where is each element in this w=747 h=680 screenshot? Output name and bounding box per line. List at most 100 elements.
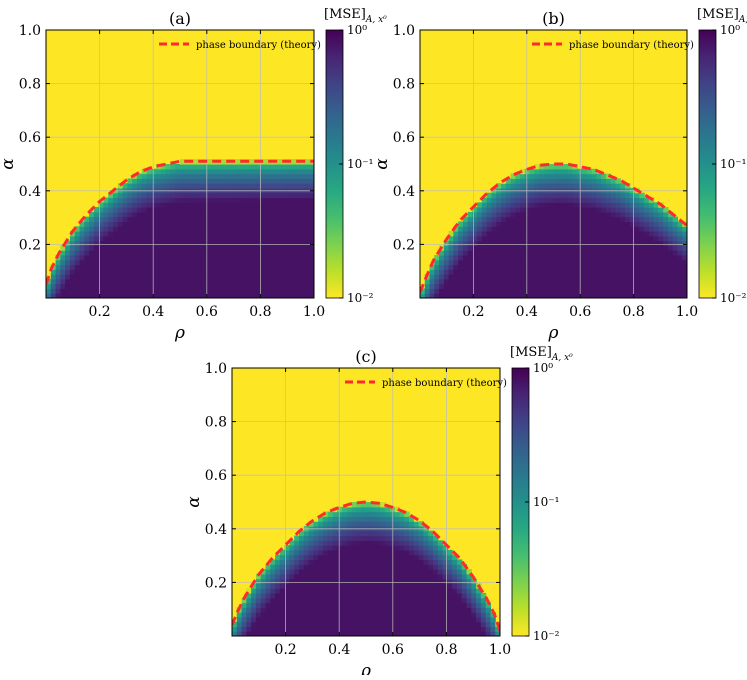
- heatmap-cell: [146, 173, 152, 179]
- heatmap-cell: [501, 245, 507, 251]
- heatmap-cell: [285, 264, 291, 270]
- heatmap-cell: [596, 269, 602, 275]
- heatmap-cell: [663, 259, 669, 266]
- heatmap-cell: [476, 631, 482, 636]
- heatmap-cell: [113, 202, 119, 208]
- heatmap-cell: [180, 250, 186, 256]
- heatmap-cell: [180, 226, 186, 232]
- heatmap-cell: [572, 178, 578, 184]
- heatmap-cell: [582, 173, 588, 179]
- heatmap-cell: [639, 192, 645, 199]
- heatmap-cell: [180, 178, 186, 184]
- heatmap-cell: [342, 626, 348, 632]
- heatmap-cell: [322, 530, 329, 537]
- heatmap-cell: [299, 573, 305, 580]
- heatmap-cell: [620, 202, 626, 208]
- heatmap-cell: [280, 173, 286, 179]
- heatmap-cell: [103, 259, 109, 266]
- heatmap-cell: [117, 283, 124, 290]
- heatmap-cell: [520, 178, 526, 184]
- heatmap-cell: [672, 264, 679, 270]
- heatmap-cell: [510, 197, 516, 203]
- heatmap-cell: [60, 274, 66, 280]
- heatmap-cell: [501, 207, 507, 213]
- legend: phase boundary (theory): [532, 40, 694, 51]
- heatmap-cell: [480, 616, 487, 623]
- heatmap-cell: [89, 226, 95, 232]
- heatmap-cell: [280, 221, 286, 227]
- heatmap-cell: [65, 274, 71, 280]
- heatmap-cell: [625, 197, 631, 203]
- heatmap-cell: [208, 221, 215, 227]
- heatmap-cell: [658, 269, 664, 275]
- heatmap-cell: [663, 216, 669, 223]
- heatmap-cell: [136, 202, 143, 208]
- heatmap-cell: [290, 173, 296, 179]
- heatmap-cell: [356, 535, 362, 541]
- heatmap-cell: [394, 516, 401, 522]
- heatmap-cell: [404, 530, 410, 537]
- heatmap-cell: [136, 211, 143, 218]
- heatmap-cell: [428, 597, 434, 604]
- heatmap-cell: [89, 283, 95, 290]
- heatmap-cell: [170, 202, 176, 208]
- heatmap-cell: [175, 288, 181, 294]
- heatmap-cell: [260, 621, 267, 628]
- heatmap-cell: [667, 283, 674, 290]
- heatmap-cell: [284, 626, 291, 632]
- heatmap-cell: [404, 621, 410, 628]
- heatmap-cell: [510, 207, 516, 213]
- heatmap-cell: [303, 559, 310, 565]
- heatmap-cell: [485, 612, 492, 618]
- heatmap-cell: [596, 293, 602, 298]
- heatmap-cell: [165, 278, 172, 285]
- heatmap-cell: [375, 602, 381, 608]
- heatmap-cell: [543, 207, 550, 213]
- heatmap-cell: [213, 226, 219, 232]
- heatmap-cell: [672, 240, 679, 246]
- heatmap-cell: [242, 202, 248, 208]
- heatmap-cell: [586, 183, 593, 189]
- heatmap-cell: [399, 511, 405, 517]
- heatmap-cell: [567, 207, 574, 213]
- heatmap-cell: [399, 621, 405, 628]
- heatmap-cell: [385, 583, 391, 589]
- heatmap-cell: [117, 202, 124, 208]
- heatmap-cell: [366, 573, 372, 580]
- heatmap-cell: [322, 569, 329, 575]
- heatmap-cell: [644, 283, 650, 290]
- heatmap-cell: [524, 226, 531, 232]
- heatmap-cell: [342, 530, 348, 537]
- heatmap-cell: [461, 626, 468, 632]
- heatmap-cell: [251, 211, 258, 218]
- heatmap-cell: [418, 554, 425, 561]
- heatmap-cell: [553, 245, 559, 251]
- heatmap-cell: [227, 274, 234, 280]
- heatmap-cell: [634, 211, 640, 218]
- heatmap-cell: [648, 216, 655, 223]
- heatmap-cell: [548, 274, 555, 280]
- heatmap-cell: [539, 254, 545, 261]
- heatmap-cell: [127, 216, 133, 223]
- heatmap-cell: [180, 293, 186, 298]
- heatmap-cell: [223, 202, 229, 208]
- heatmap-cell: [98, 231, 105, 237]
- heatmap-cell: [309, 216, 314, 223]
- heatmap-cell: [327, 597, 334, 604]
- heatmap-cell: [146, 226, 152, 232]
- heatmap-cell: [180, 173, 186, 179]
- heatmap-cell: [486, 226, 493, 232]
- heatmap-cell: [490, 616, 496, 623]
- heatmap-cell: [601, 178, 607, 184]
- heatmap-cell: [456, 583, 463, 589]
- heatmap-cell: [443, 254, 450, 261]
- heatmap-cell: [548, 226, 555, 232]
- heatmap-cell: [615, 211, 621, 218]
- heatmap-cell: [534, 264, 540, 270]
- heatmap-cell: [539, 207, 545, 213]
- heatmap-cell: [304, 216, 310, 223]
- heatmap-cell: [682, 269, 687, 275]
- heatmap-cell: [423, 578, 429, 584]
- heatmap-cell: [290, 231, 296, 237]
- heatmap-cell: [280, 168, 286, 175]
